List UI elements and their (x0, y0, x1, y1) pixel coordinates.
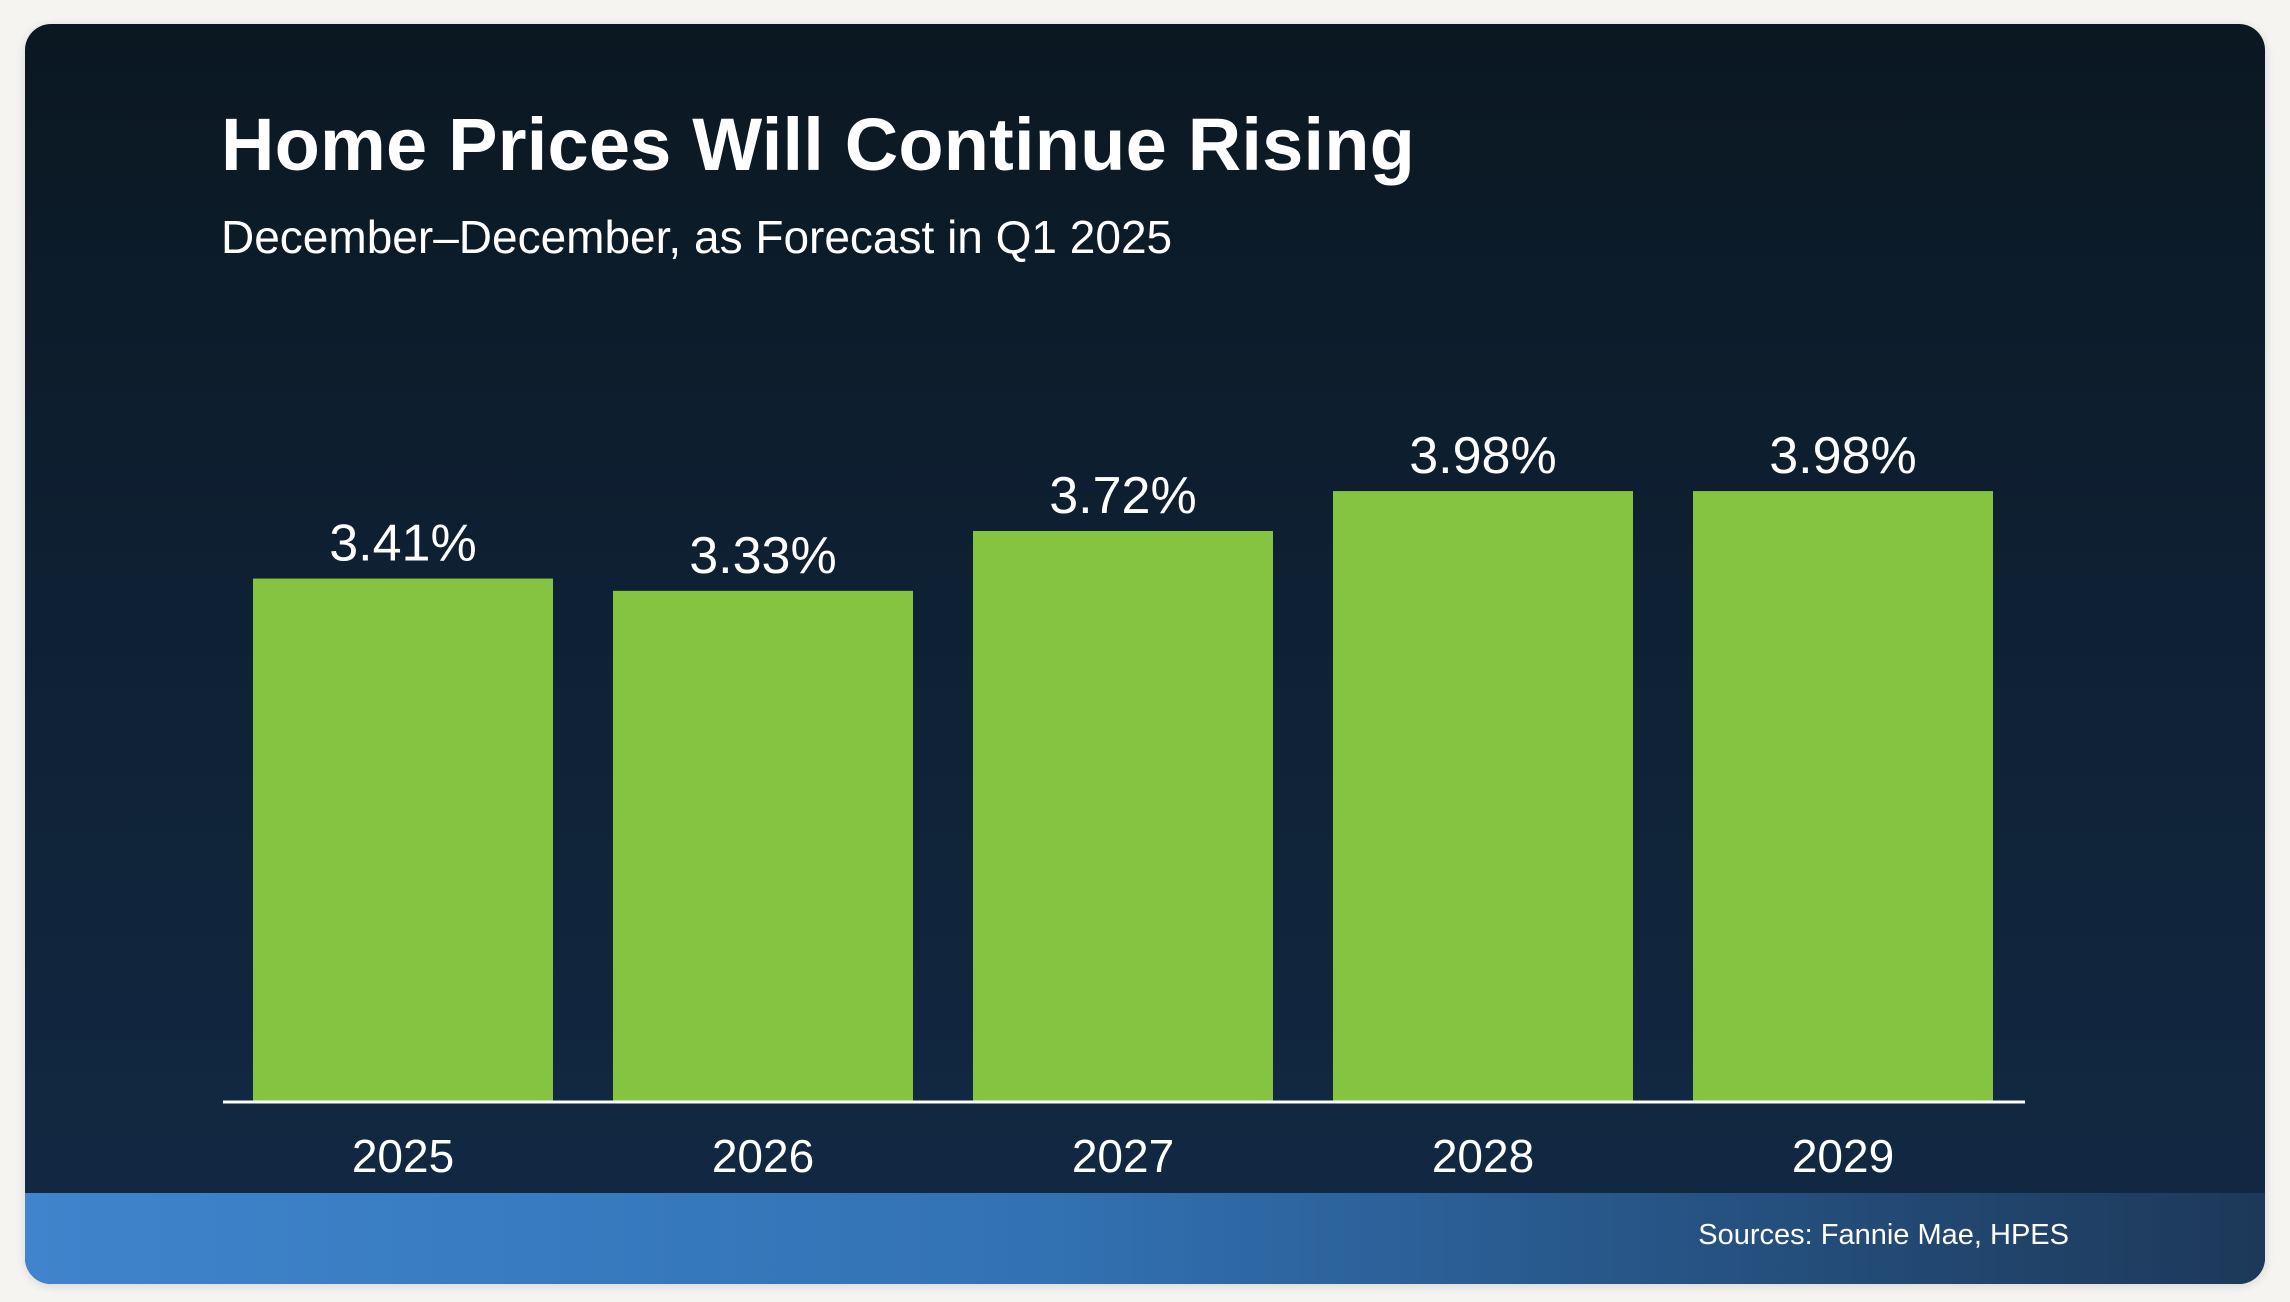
x-tick-label-2028: 2028 (1432, 1130, 1534, 1182)
chart-title: Home Prices Will Continue Rising (221, 103, 1416, 186)
data-label-2026: 3.33% (689, 527, 836, 585)
footer-band: Sources: Fannie Mae, HPES (25, 1193, 2265, 1284)
data-label-2029: 3.98% (1769, 427, 1916, 485)
data-label-2027: 3.72% (1049, 467, 1196, 525)
bar-2029 (1693, 491, 1993, 1102)
bar-2028 (1333, 491, 1633, 1102)
data-label-2025: 3.41% (329, 515, 476, 573)
bar-chart: 3.41% 2025 3.33% 2026 3.72% 2027 3.98% 2028 3.98… (223, 427, 2025, 1182)
x-tick-label-2025: 2025 (352, 1130, 454, 1182)
bar-2027 (973, 530, 1273, 1102)
data-label-2028: 3.98% (1409, 427, 1556, 485)
source-note: Sources: Fannie Mae, HPES (1698, 1219, 2069, 1251)
chart-card: Home Prices Will Continue Rising Decembe… (25, 24, 2265, 1284)
bar-2025 (253, 578, 553, 1102)
x-tick-label-2027: 2027 (1072, 1130, 1174, 1182)
x-tick-label-2029: 2029 (1792, 1130, 1894, 1182)
chart-subtitle: December–December, as Forecast in Q1 202… (221, 211, 1173, 263)
x-tick-label-2026: 2026 (712, 1130, 814, 1182)
bar-2026 (613, 590, 913, 1102)
